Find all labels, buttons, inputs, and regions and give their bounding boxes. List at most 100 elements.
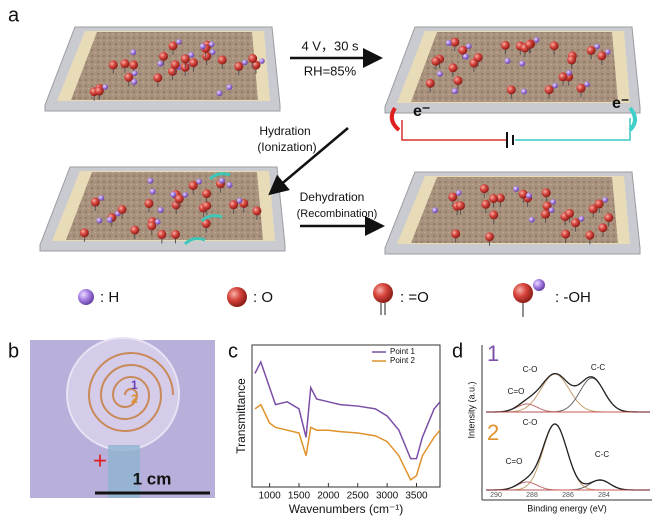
oxygen	[202, 189, 212, 199]
step-label: Hydration	[259, 124, 310, 138]
oxygen	[586, 45, 596, 55]
x-tick-label: 286	[562, 492, 574, 499]
hydrogen	[504, 57, 511, 64]
oxygen	[549, 41, 559, 51]
film	[71, 32, 258, 100]
peak-label: C-C	[591, 363, 605, 372]
oxygen	[144, 199, 154, 209]
oxygen	[565, 208, 575, 218]
oxygen	[451, 229, 461, 239]
panel-label: c	[228, 340, 238, 362]
hydrogen	[96, 217, 103, 224]
condition: RH=85%	[304, 63, 357, 78]
hydrogen	[236, 197, 243, 204]
oxygen	[585, 230, 595, 240]
sheets	[39, 26, 641, 255]
series-line	[254, 403, 441, 482]
oxygen	[248, 54, 258, 64]
legend: : H : O : =O : -OH	[78, 279, 591, 317]
oxygen	[542, 201, 552, 211]
point-label: 2	[131, 392, 138, 406]
hydrogen	[466, 43, 472, 50]
hydrogen	[218, 177, 225, 184]
oxygen	[567, 55, 577, 65]
hydrogen	[552, 82, 558, 89]
hydrogen	[226, 181, 233, 188]
wire	[515, 118, 631, 141]
wire	[401, 120, 507, 141]
oxygen	[188, 58, 198, 68]
legend-text: : H	[100, 289, 119, 306]
oxygen	[159, 51, 169, 61]
arrow	[268, 127, 349, 196]
legend-label: Point 2	[390, 356, 415, 365]
oxygen	[448, 192, 458, 202]
envelope	[485, 423, 650, 491]
hydrogen	[519, 60, 526, 67]
plot-frame	[251, 344, 441, 488]
hydrogen	[176, 39, 182, 45]
oxygen	[108, 60, 118, 70]
oxygen	[229, 200, 239, 210]
peak-label: C=O	[508, 387, 525, 396]
oxygen	[558, 72, 568, 82]
oxygen	[544, 85, 554, 95]
hydrogen	[98, 195, 105, 201]
x-tick-label: 3500	[405, 491, 428, 502]
hydrogen	[131, 78, 138, 85]
oxygen	[518, 189, 528, 199]
oxygen	[588, 204, 598, 214]
hydrogen	[130, 49, 137, 56]
oxygen	[202, 201, 212, 211]
device	[66, 337, 180, 451]
oxygen	[90, 197, 100, 207]
plus: +	[93, 447, 107, 474]
hydrogen	[131, 70, 138, 77]
peak-label: C=O	[506, 457, 523, 466]
hydrogen	[445, 39, 452, 46]
oxygen	[485, 232, 495, 242]
oxygen	[473, 53, 483, 63]
hydrogen	[436, 70, 443, 77]
envelope	[485, 372, 651, 413]
y-axis-label: Transmittance	[234, 378, 248, 454]
oxygen	[252, 206, 262, 216]
oxygen	[541, 188, 551, 198]
condition: 4 V，30 s	[301, 38, 359, 53]
step-label: (Ionization)	[257, 140, 316, 154]
o-icon	[227, 287, 247, 307]
oxygen	[561, 229, 571, 239]
x-tick-label: 1000	[259, 491, 282, 502]
oxygen	[604, 213, 614, 223]
oxygen	[188, 181, 198, 191]
oxygen	[594, 199, 604, 209]
series-line	[254, 360, 441, 460]
x-axis-label: Wavenumbers (cm⁻¹)	[289, 502, 404, 516]
spectrum-label: 1	[487, 341, 499, 366]
hydrogen	[455, 190, 462, 196]
hydrogen	[208, 41, 215, 48]
hydrogen	[242, 59, 248, 66]
oh-icon	[533, 279, 545, 291]
oxygen	[124, 72, 134, 82]
hydrogen	[226, 84, 233, 91]
hydrogen	[528, 216, 535, 223]
oxygen	[180, 54, 190, 64]
proton-arrow	[200, 214, 223, 223]
hydrogen	[533, 37, 540, 43]
hydrogen	[566, 69, 572, 76]
hydrogen	[147, 177, 154, 184]
oxygen	[94, 86, 104, 96]
oxygen	[500, 40, 510, 50]
hydrogen	[513, 186, 520, 193]
hydrogen	[594, 43, 600, 50]
oxygen	[489, 210, 499, 220]
x-tick-label: 1500	[288, 491, 311, 502]
spectrum-label: 2	[487, 420, 499, 445]
hydrogen	[102, 84, 109, 90]
legend-text: : =O	[400, 289, 429, 306]
oxygen	[153, 73, 163, 83]
film	[411, 177, 618, 243]
oxygen	[117, 204, 127, 214]
